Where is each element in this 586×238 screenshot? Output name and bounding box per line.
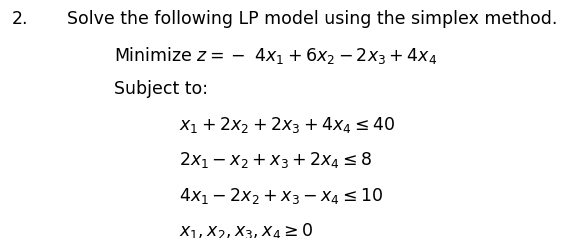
- Text: Subject to:: Subject to:: [114, 80, 208, 98]
- Text: Solve the following LP model using the simplex method.: Solve the following LP model using the s…: [67, 10, 558, 28]
- Text: $2x_1 - x_2 + x_3 + 2x_4 \leq 8$: $2x_1 - x_2 + x_3 + 2x_4 \leq 8$: [179, 150, 372, 170]
- Text: $4x_1 - 2x_2 + x_3 - x_4 \leq 10$: $4x_1 - 2x_2 + x_3 - x_4 \leq 10$: [179, 186, 383, 206]
- Text: 2.: 2.: [12, 10, 28, 28]
- Text: $x_1 + 2x_2 + 2x_3 + 4x_4 \leq 40$: $x_1 + 2x_2 + 2x_3 + 4x_4 \leq 40$: [179, 115, 395, 135]
- Text: $x_1, x_2, x_3, x_4 \geq 0$: $x_1, x_2, x_3, x_4 \geq 0$: [179, 221, 313, 238]
- Text: Minimize $z = -\ 4x_1 + 6x_2 - 2x_3 + 4x_4$: Minimize $z = -\ 4x_1 + 6x_2 - 2x_3 + 4x…: [114, 45, 438, 66]
